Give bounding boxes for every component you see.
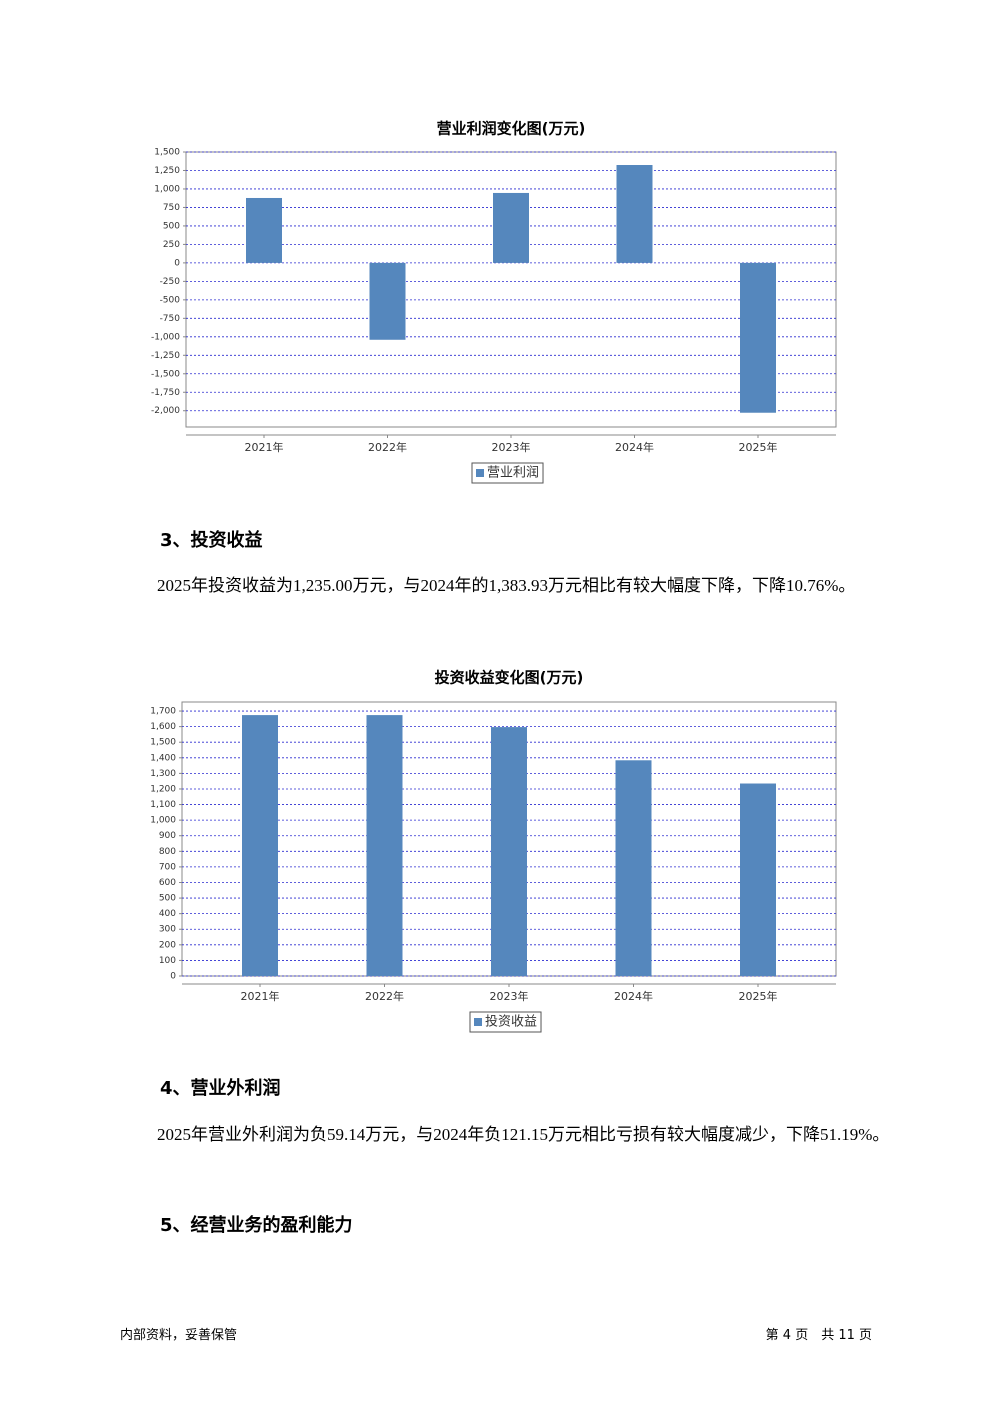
y-tick-label: 0 [174,258,180,268]
x-tick-label: 2021年 [241,989,280,1003]
bar [366,715,403,976]
y-tick-label: 100 [159,956,176,966]
paragraph: 2025年营业外利润为负59.14万元，与2024年负121.15万元相比亏损有… [157,1125,890,1144]
y-tick-label: 1,100 [150,800,176,810]
y-tick-label: 1,600 [150,722,176,732]
x-tick-label: 2025年 [739,989,778,1003]
y-tick-label: 1,500 [150,738,176,748]
y-tick-label: 1,300 [150,769,176,779]
y-tick-label: 300 [159,925,176,935]
y-tick-label: 400 [159,909,176,919]
x-tick-label: 2022年 [368,440,407,454]
y-tick-label: 750 [163,203,180,213]
y-tick-label: -750 [160,314,181,324]
x-tick-label: 2025年 [739,440,778,454]
x-tick-label: 2024年 [614,989,653,1003]
bar [615,760,652,976]
chart-title: 投资收益变化图(万元) [435,669,584,687]
bar [616,165,653,263]
bar [493,192,529,263]
y-tick-label: 0 [170,972,176,982]
footer-left: 内部资料，妥善保管 [120,1328,238,1343]
legend-label: 营业利润 [487,466,539,481]
x-tick-label: 2021年 [245,440,284,454]
y-tick-label: 1,250 [154,166,180,176]
y-tick-label: 1,000 [150,816,176,826]
section-heading: 5、经营业务的盈利能力 [160,1215,353,1236]
x-tick-label: 2023年 [492,440,531,454]
y-tick-label: -1,250 [151,351,180,361]
chart-title: 营业利润变化图(万元) [437,120,586,138]
y-tick-label: -1,000 [151,332,180,342]
bar [491,727,527,976]
y-tick-label: -2,000 [151,406,180,416]
y-tick-label: 1,200 [150,784,176,794]
y-tick-label: 1,400 [150,753,176,763]
y-tick-label: 800 [159,847,176,857]
y-tick-label: -1,750 [151,388,180,398]
y-tick-label: 1,000 [154,184,180,194]
y-tick-label: 500 [159,894,176,904]
legend-label: 投资收益 [485,1014,537,1030]
bar [740,783,776,976]
bar [242,715,278,976]
charts: 营业利润变化图(万元) 1,500 1,250 1,000 750 500 250 0 -250… [150,120,837,1033]
y-tick-label: -500 [160,295,181,305]
footer-right: 第 4 页 共 11 页 [765,1328,872,1343]
x-tick-label: 2022年 [365,989,404,1003]
section-heading: 4、营业外利润 [160,1078,281,1099]
y-tick-label: 200 [159,940,176,950]
paragraph: 2025年投资收益为1,235.00万元，与2024年的1,383.93万元相比… [157,576,856,595]
y-tick-label: 900 [159,831,176,841]
y-tick-label: 250 [163,240,180,250]
y-tick-label: 1,700 [150,707,176,717]
y-tick-label: -250 [160,277,181,287]
legend-swatch [476,469,484,477]
legend-box [469,1011,542,1033]
legend-box [471,462,544,484]
x-tick-label: 2023年 [490,989,529,1003]
y-tick-label: 1,500 [154,148,180,158]
y-tick-label: 500 [163,221,180,231]
bar [369,262,406,340]
legend-swatch [474,1018,482,1026]
bar [246,197,282,263]
x-tick-label: 2024年 [615,440,654,454]
bar [740,262,776,413]
y-tick-label: -1,500 [151,369,180,379]
section-heading: 3、投资收益 [160,530,263,551]
y-tick-label: 600 [159,878,176,888]
y-tick-label: 700 [159,862,176,872]
